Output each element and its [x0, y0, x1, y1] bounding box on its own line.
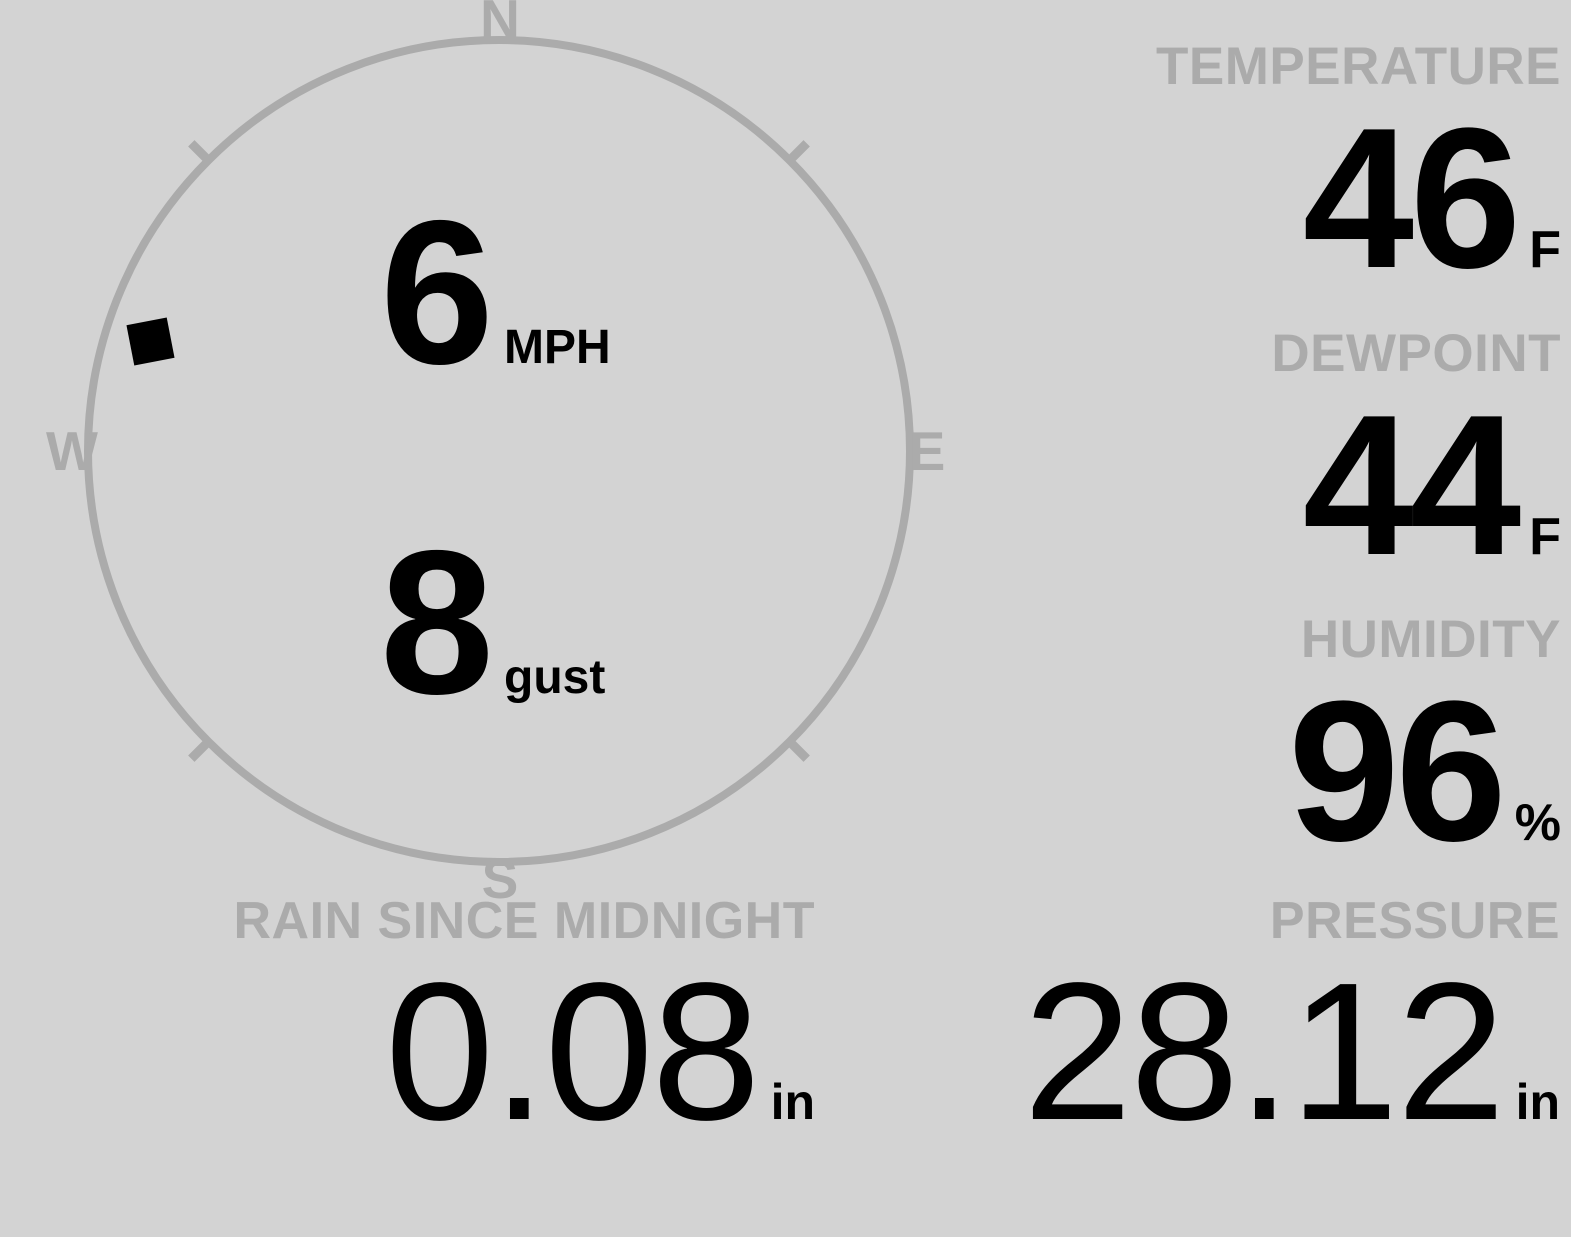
- wind-direction-marker: [126, 317, 175, 366]
- wind-speed-unit: MPH: [504, 321, 611, 374]
- metric-dewpoint: DEWPOINT 44 F: [1001, 327, 1561, 590]
- wind-gust-value: 8: [380, 508, 494, 737]
- wind-speed-value: 6: [380, 178, 494, 407]
- compass-dial: [84, 36, 914, 866]
- metric-temperature-value: 46: [1302, 87, 1521, 310]
- metric-rain-label: RAIN SINCE MIDNIGHT: [233, 892, 815, 950]
- compass-label-west: W: [46, 420, 98, 482]
- compass-tick-ne: [786, 140, 810, 164]
- metric-humidity-label: HUMIDITY: [1300, 610, 1561, 669]
- metric-temperature-valuerow: 46 F: [1001, 95, 1561, 303]
- metric-temperature: TEMPERATURE 46 F: [1001, 40, 1561, 303]
- compass-ring: [84, 36, 914, 866]
- metric-temperature-label: TEMPERATURE: [1156, 37, 1561, 96]
- metric-rain-valuerow: 0.08 in: [155, 949, 815, 1155]
- compass-tick-se: [786, 738, 810, 762]
- metric-rain-since-midnight: RAIN SINCE MIDNIGHT 0.08 in: [155, 892, 816, 1155]
- metric-rain-unit: in: [770, 1074, 815, 1130]
- metric-rain-value: 0.08: [385, 942, 760, 1161]
- compass-tick-marks: [188, 140, 810, 762]
- metric-dewpoint-label: DEWPOINT: [1271, 324, 1561, 383]
- compass-label-east: E: [908, 420, 946, 482]
- wind-compass-panel: N E S W 6 MPH 8 gust: [0, 0, 1000, 910]
- metric-humidity-value: 96: [1288, 660, 1506, 883]
- compass-label-north: N: [480, 0, 520, 50]
- metric-humidity-unit: %: [1514, 794, 1561, 852]
- metric-pressure: PRESSURE 28.12 in: [840, 895, 1560, 1155]
- compass-tick-sw: [188, 738, 212, 762]
- metric-pressure-valuerow: 28.12 in: [840, 949, 1560, 1155]
- compass-tick-nw: [188, 140, 212, 164]
- metric-dewpoint-valuerow: 44 F: [1001, 382, 1561, 590]
- metric-pressure-unit: in: [1515, 1074, 1560, 1130]
- metric-temperature-unit: F: [1529, 221, 1561, 279]
- metric-dewpoint-value: 44: [1302, 374, 1521, 597]
- metric-humidity-valuerow: 96 %: [1001, 668, 1561, 876]
- metric-pressure-value: 28.12: [1023, 942, 1505, 1161]
- metric-humidity: HUMIDITY 96 %: [1001, 613, 1561, 876]
- wind-gust-unit: gust: [504, 651, 606, 704]
- bottom-metrics-row: RAIN SINCE MIDNIGHT 0.08 in PRESSURE 28.…: [0, 895, 1571, 1155]
- wind-gust-readout: 8 gust: [380, 520, 605, 725]
- wind-speed-readout: 6 MPH: [380, 190, 611, 395]
- metric-pressure-label: PRESSURE: [1269, 892, 1560, 950]
- compass-label-south: S: [481, 848, 519, 910]
- metric-dewpoint-unit: F: [1529, 508, 1561, 566]
